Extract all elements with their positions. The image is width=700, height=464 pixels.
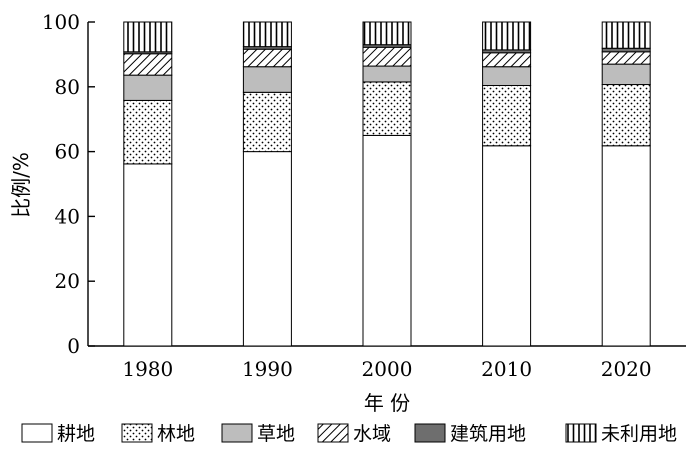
bar-segment-2020-0 xyxy=(601,145,651,347)
bar-segment-1990-2 xyxy=(242,66,292,93)
legend-item-4: 建筑用地 xyxy=(414,423,526,445)
legend-item-3: 水域 xyxy=(317,423,391,445)
y-axis-title: 比例/% xyxy=(9,152,33,218)
legend-swatch xyxy=(565,423,597,443)
legend-label: 未利用地 xyxy=(601,423,677,445)
x-tick-label: 2000 xyxy=(362,357,413,381)
y-tick-label: 80 xyxy=(55,75,80,99)
legend: 耕地 林地 草地 水域 建筑用地 未利用地 xyxy=(21,423,677,445)
x-tick-label: 1990 xyxy=(242,357,293,381)
bar-segment-2010-1 xyxy=(482,85,532,147)
x-tick-label: 1980 xyxy=(122,357,173,381)
x-axis-title: 年 份 xyxy=(364,391,410,415)
bar-segment-1990-5 xyxy=(242,21,292,48)
bar-segment-2010-3 xyxy=(482,52,532,68)
bar-segment-2010-5 xyxy=(482,21,532,51)
bar-segment-2000-3 xyxy=(362,46,412,67)
bar-stack-1980 xyxy=(123,21,173,347)
bar-segment-2020-4 xyxy=(601,47,651,53)
bar-stack-1990 xyxy=(242,21,292,347)
bars-group xyxy=(123,21,651,347)
legend-swatch xyxy=(221,423,253,443)
bar-segment-2000-5 xyxy=(362,21,412,46)
bar-segment-2020-1 xyxy=(601,84,651,147)
bar-segment-2000-0 xyxy=(362,134,412,347)
legend-item-0: 耕地 xyxy=(21,423,95,445)
legend-swatch xyxy=(414,423,446,443)
bar-stack-2010 xyxy=(482,21,532,347)
bar-segment-2020-2 xyxy=(601,63,651,86)
x-axis: 1980 1990 2000 2010 2020 xyxy=(88,339,686,381)
legend-label: 建筑用地 xyxy=(450,423,526,445)
x-tick-label: 2010 xyxy=(481,357,532,381)
y-tick-label: 0 xyxy=(67,334,80,358)
y-axis: 0 20 40 60 80 100 xyxy=(42,10,95,358)
bar-segment-2020-3 xyxy=(601,51,651,65)
bar-segment-2010-2 xyxy=(482,66,532,87)
legend-item-2: 草地 xyxy=(221,423,295,445)
bar-segment-1980-2 xyxy=(123,74,173,101)
bar-segment-2000-2 xyxy=(362,65,412,83)
legend-item-1: 林地 xyxy=(121,423,195,445)
legend-swatch xyxy=(21,423,53,443)
bar-segment-1980-5 xyxy=(123,21,173,53)
y-tick-label: 20 xyxy=(55,269,80,293)
bar-segment-2000-1 xyxy=(362,81,412,136)
legend-item-5: 未利用地 xyxy=(565,423,677,445)
legend-swatch xyxy=(121,423,153,443)
legend-label: 水域 xyxy=(353,423,391,445)
bar-segment-1990-1 xyxy=(242,91,292,153)
bar-segment-1990-0 xyxy=(242,151,292,347)
y-tick-label: 100 xyxy=(42,10,80,34)
bar-segment-1980-1 xyxy=(123,99,173,165)
bar-segment-2010-0 xyxy=(482,145,532,347)
legend-swatch xyxy=(317,423,349,443)
legend-label: 草地 xyxy=(257,423,295,445)
bar-stack-2000 xyxy=(362,21,412,347)
y-tick-label: 60 xyxy=(55,140,80,164)
bar-segment-1990-3 xyxy=(242,48,292,68)
y-tick-label: 40 xyxy=(55,204,80,228)
bar-segment-2020-5 xyxy=(601,21,651,49)
legend-label: 林地 xyxy=(157,423,195,445)
bar-segment-1980-0 xyxy=(123,163,173,347)
x-tick-label: 2020 xyxy=(601,357,652,381)
legend-label: 耕地 xyxy=(57,423,95,445)
bar-stack-2020 xyxy=(601,21,651,347)
bar-segment-1980-3 xyxy=(123,53,173,76)
